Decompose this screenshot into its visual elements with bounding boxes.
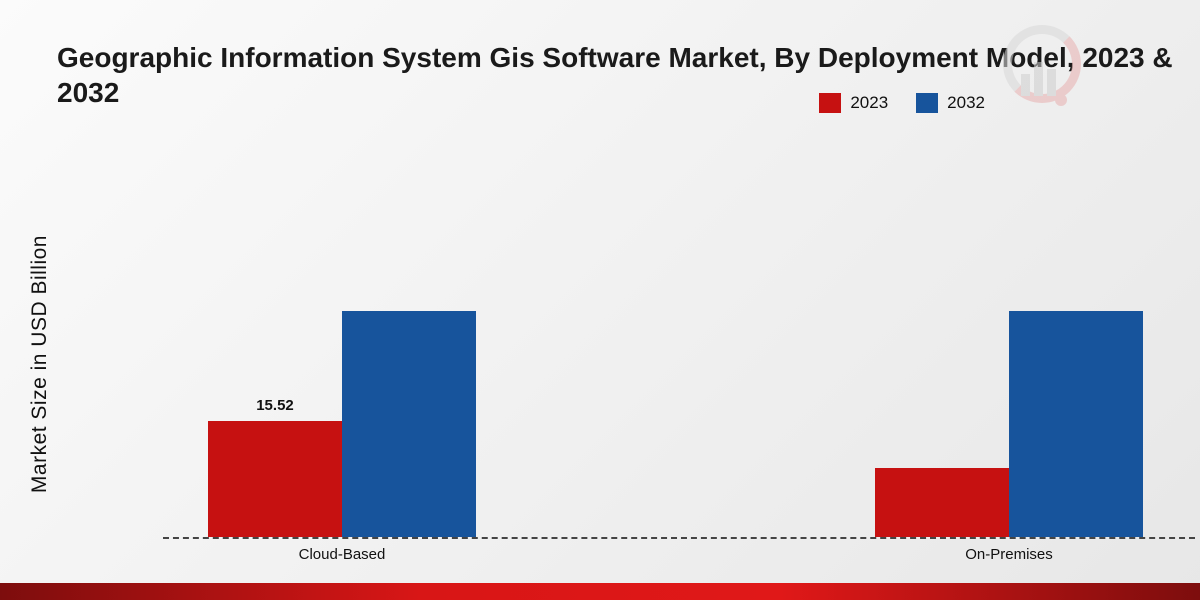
bar-2023-on-premises	[875, 468, 1009, 537]
bar-value-label: 15.52	[256, 397, 294, 414]
watermark-logo	[995, 25, 1090, 120]
legend-item-2023: 2023	[819, 93, 888, 113]
legend-label-2023: 2023	[850, 93, 889, 112]
chart-title: Geographic Information System Gis Softwa…	[57, 42, 1173, 108]
watermark-barchart-icon	[1047, 69, 1056, 96]
x-axis-baseline	[163, 537, 1195, 539]
category-label-cloud-based: Cloud-Based	[298, 546, 386, 563]
legend-swatch-2023	[819, 93, 842, 113]
legend-label-2032: 2032	[947, 93, 985, 112]
watermark-ring-icon	[1003, 25, 1081, 103]
watermark-barchart-icon	[1034, 62, 1043, 96]
bottom-red-stripe	[0, 583, 1200, 600]
legend: 2023 2032	[819, 93, 985, 113]
bar-2032-on-premises	[1009, 311, 1143, 537]
watermark-barchart-icon	[1021, 74, 1030, 96]
y-axis-label: Market Size in USD Billion	[28, 235, 51, 494]
watermark-dot-icon	[1055, 94, 1067, 106]
legend-swatch-2032	[916, 93, 939, 113]
category-label-on-premises: On-Premises	[965, 546, 1053, 563]
bar-2032-cloud-based	[342, 311, 476, 537]
legend-item-2032: 2032	[916, 93, 985, 113]
bar-2023-cloud-based: 15.52	[208, 397, 342, 537]
